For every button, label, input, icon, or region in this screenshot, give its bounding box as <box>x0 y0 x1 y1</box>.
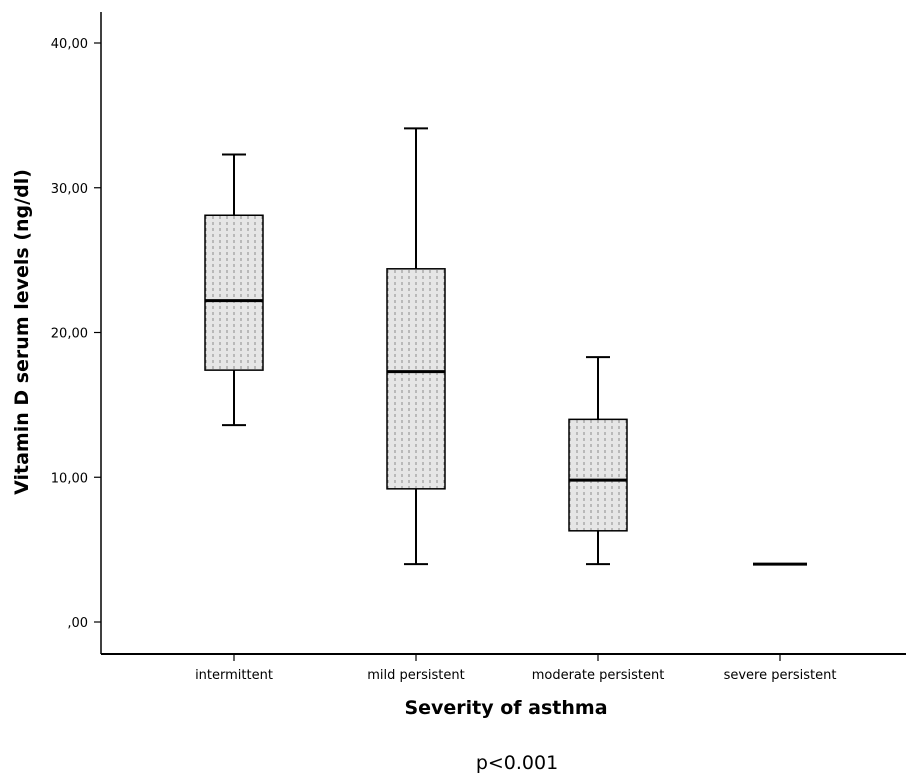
y-tick-label: 10,00 <box>51 471 88 486</box>
y-tick-label: 30,00 <box>51 182 88 197</box>
box-moderate-persistent <box>568 356 628 566</box>
iqr-box <box>204 214 264 371</box>
y-tick-label: 20,00 <box>51 327 88 342</box>
box-mild-persistent <box>386 127 446 566</box>
y-tick-label: ,00 <box>67 616 88 631</box>
p-value-annotation: p<0.001 <box>476 752 558 774</box>
iqr-box <box>386 268 446 490</box>
x-axis-title: Severity of asthma <box>404 697 607 719</box>
iqr-box <box>568 418 628 532</box>
x-tick-label: mild persistent <box>367 668 464 683</box>
x-tick-label: moderate persistent <box>532 668 665 683</box>
box-intermittent <box>204 153 264 427</box>
x-tick-label: severe persistent <box>724 668 837 683</box>
y-tick-label: 40,00 <box>51 37 88 52</box>
x-tick-label: intermittent <box>195 668 273 683</box>
y-axis-title: Vitamin D serum levels (ng/dl) <box>11 169 33 495</box>
